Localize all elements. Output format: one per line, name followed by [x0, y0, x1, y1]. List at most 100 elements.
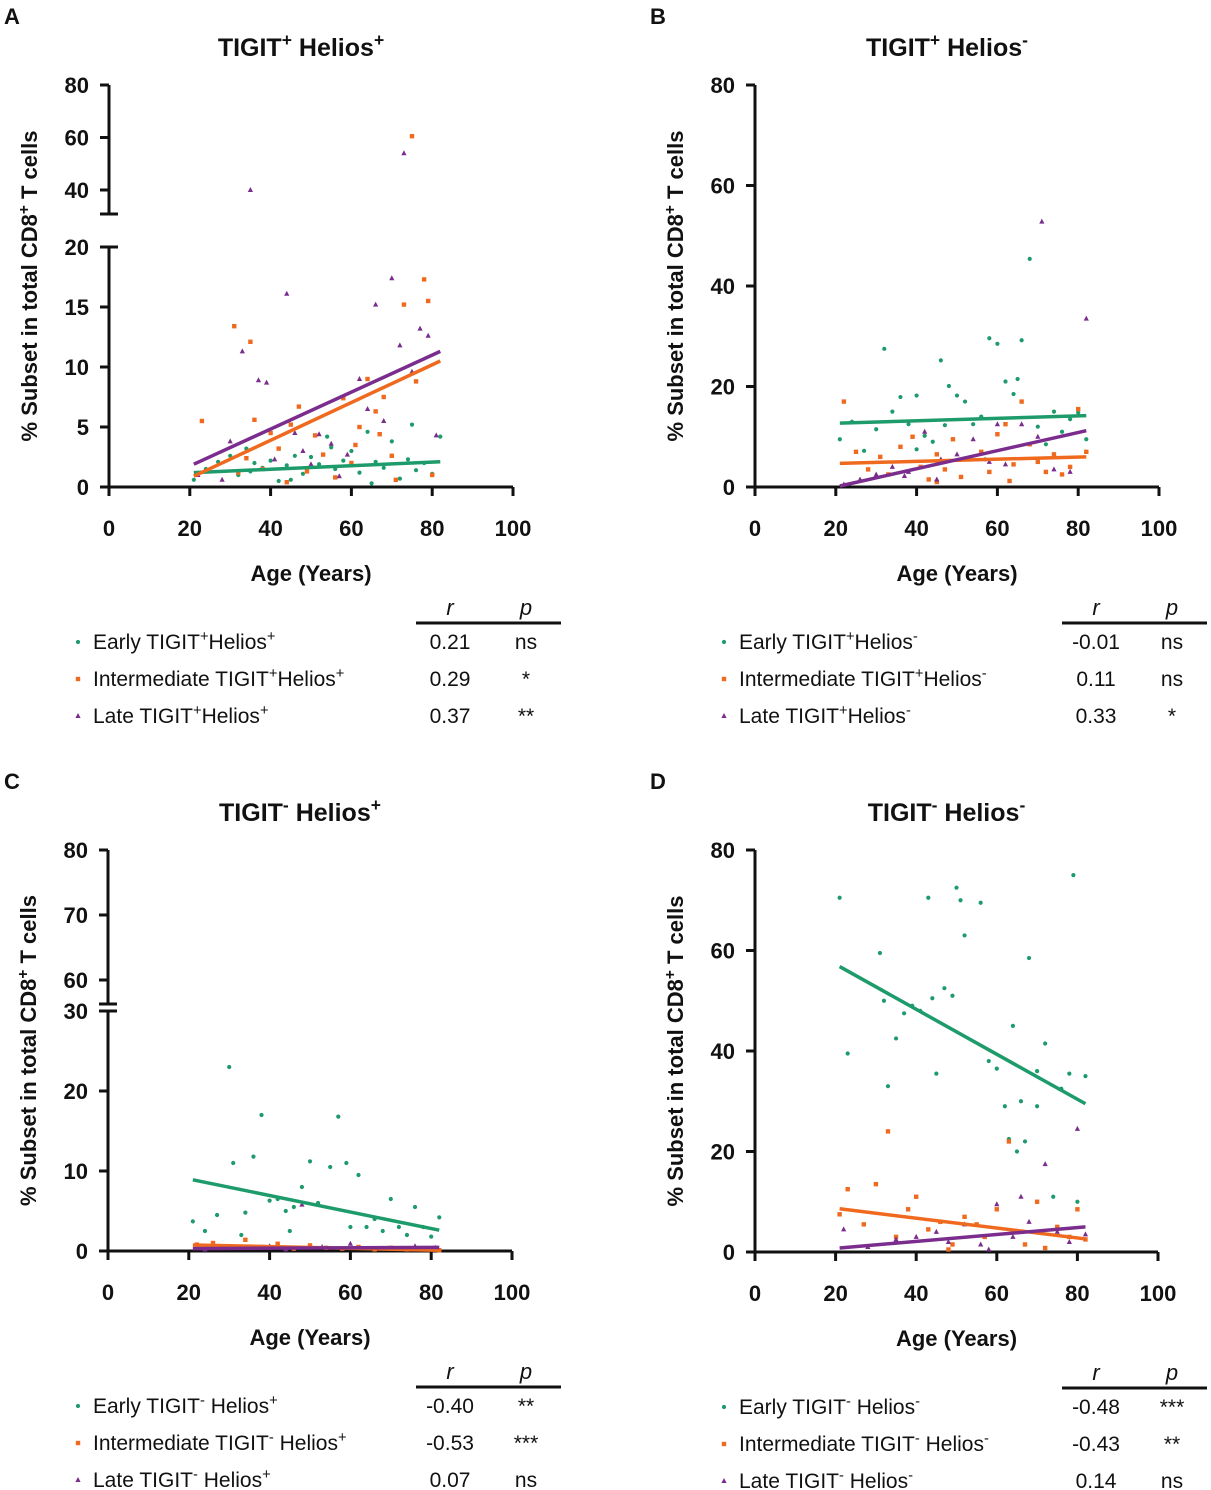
text-run: TIGIT: [218, 34, 282, 62]
data-point-intermediate: [341, 396, 346, 401]
stat-p-late: ns: [1161, 1470, 1183, 1490]
data-point-early: [837, 437, 842, 442]
superscript: -: [269, 1430, 274, 1446]
data-point-early: [1084, 437, 1089, 442]
text-run: Early TIGIT: [93, 631, 200, 654]
panel-title: TIGIT- Helios-: [868, 795, 1026, 827]
data-point-intermediate: [1003, 421, 1008, 427]
legend-label-intermediate: Intermediate TIGIT+Helios+: [93, 666, 344, 691]
data-point-early: [930, 996, 935, 1001]
data-point-intermediate: [950, 437, 956, 442]
data-point-early: [978, 900, 983, 905]
stat-header-r: r: [1092, 595, 1101, 620]
data-point-intermediate: [1067, 464, 1073, 470]
data-point-late: [1067, 468, 1073, 474]
series-late: [841, 1125, 1089, 1252]
data-point-late: [954, 451, 960, 457]
data-point-early: [348, 1224, 353, 1230]
y-tick-label: 0: [723, 1240, 735, 1265]
data-point-early: [1035, 1069, 1040, 1074]
data-point-early: [946, 383, 952, 389]
data-point-late: [389, 275, 395, 281]
data-point-early: [284, 463, 289, 468]
text-run: T cells: [17, 131, 42, 206]
data-point-intermediate: [1007, 478, 1012, 484]
data-point-early: [930, 439, 935, 444]
text-run: Intermediate TIGIT: [739, 668, 915, 691]
series-early: [190, 1064, 442, 1239]
series-late: [841, 218, 1089, 487]
data-point-early: [987, 336, 992, 341]
stat-p-intermediate: ***: [514, 1432, 539, 1455]
data-point-late: [417, 325, 423, 331]
superscript: -: [200, 1393, 205, 1409]
data-point-late: [901, 472, 908, 478]
text-run: Late TIGIT: [93, 705, 193, 728]
data-point-intermediate: [721, 676, 727, 682]
legend-label-early: Early TIGIT- Helios+: [93, 1393, 278, 1418]
stat-header-p: p: [519, 595, 532, 620]
data-point-intermediate: [934, 479, 939, 485]
text-run: Helios: [851, 1396, 915, 1419]
data-point-late: [300, 448, 306, 453]
data-point-late: [986, 1246, 992, 1252]
data-point-intermediate: [1083, 1237, 1088, 1242]
data-point-early: [942, 986, 947, 991]
stat-r-late: 0.14: [1076, 1470, 1117, 1490]
superscript: -: [1022, 30, 1028, 50]
data-point-early: [276, 478, 281, 484]
y-tick-label: 80: [65, 73, 89, 98]
superscript: +: [371, 795, 381, 815]
data-point-early: [986, 1058, 991, 1064]
x-tick-label: 80: [1065, 1281, 1089, 1306]
data-point-intermediate: [1076, 406, 1081, 412]
superscript: -: [915, 1431, 920, 1447]
stat-r-early: -0.40: [426, 1395, 474, 1418]
data-point-early: [356, 1172, 361, 1178]
data-point-late: [913, 1233, 919, 1239]
data-point-early: [1051, 409, 1057, 414]
x-tick-label: 100: [1141, 516, 1178, 541]
data-point-late: [316, 431, 322, 437]
text-run: Helios: [848, 705, 906, 728]
data-point-intermediate: [430, 472, 435, 478]
legend-label-late: Late TIGIT- Helios+: [93, 1467, 271, 1490]
data-point-early: [1027, 256, 1032, 261]
data-point-late: [263, 379, 270, 385]
y-tick-label: 40: [711, 274, 735, 299]
text-run: % Subset in total CD8: [663, 214, 688, 441]
x-tick-label: 20: [823, 1281, 847, 1306]
stat-p-early: ***: [1160, 1396, 1185, 1419]
data-point-intermediate: [1075, 1207, 1080, 1212]
superscript: -: [846, 1394, 851, 1410]
data-point-late: [299, 1201, 305, 1207]
data-point-early: [252, 460, 257, 466]
series-early: [837, 256, 1089, 462]
data-point-early: [325, 434, 330, 439]
stat-header-r: r: [446, 595, 455, 620]
text-run: Late TIGIT: [739, 705, 839, 728]
y-tick-label: 30: [64, 999, 88, 1024]
data-point-intermediate: [950, 1242, 955, 1247]
data-point-early: [881, 998, 887, 1003]
stat-p-intermediate: *: [522, 668, 530, 691]
data-point-intermediate: [75, 676, 81, 682]
data-point-late: [1019, 421, 1025, 427]
data-point-early: [214, 1212, 220, 1218]
data-point-early: [958, 898, 963, 903]
data-point-early: [1043, 442, 1048, 447]
superscript: -: [906, 703, 911, 719]
data-point-late: [841, 1226, 847, 1232]
y-tick-label: 20: [711, 375, 735, 400]
data-point-intermediate: [898, 444, 903, 449]
y-tick-label: 40: [711, 1039, 735, 1064]
data-point-early: [202, 1228, 208, 1234]
data-point-early: [365, 429, 370, 434]
data-point-intermediate: [1084, 449, 1089, 455]
data-point-intermediate: [987, 469, 992, 475]
data-point-late: [1082, 1231, 1089, 1237]
stat-r-late: 0.33: [1076, 705, 1117, 728]
data-point-early: [329, 445, 334, 450]
data-point-early: [397, 476, 402, 481]
